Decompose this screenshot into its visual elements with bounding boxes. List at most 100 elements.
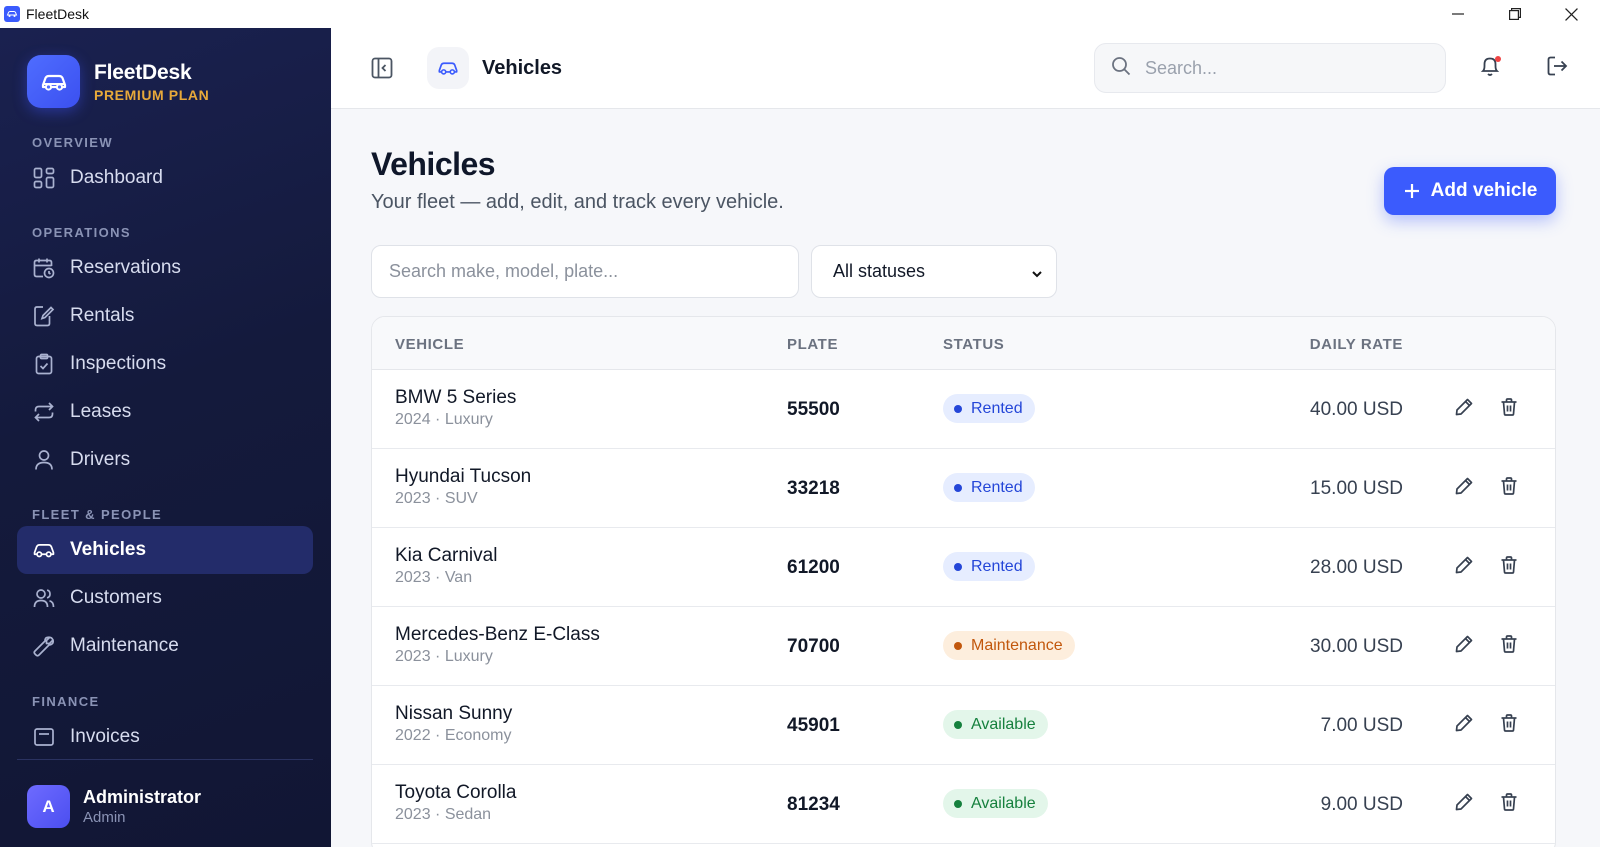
vehicle-plate: 61200	[787, 557, 840, 578]
restore-button[interactable]	[1486, 0, 1543, 28]
column-header-vehicle[interactable]: VEHICLE	[395, 336, 465, 353]
table-row[interactable]: Hyundai Tucson 2023 · SUV 33218 Rented 15.00…	[372, 449, 1555, 528]
table-row[interactable]: Toyota Corolla 2023 · Sedan 81234 Available…	[372, 765, 1555, 844]
vehicle-name: Hyundai Tucson	[395, 466, 532, 487]
status-dot	[954, 562, 962, 571]
search-placeholder: Search...	[1145, 57, 1218, 78]
vehicle-plate: 33218	[787, 478, 840, 499]
logout-icon	[1545, 54, 1569, 83]
logout-button[interactable]	[1542, 53, 1572, 83]
global-search-input[interactable]: Search...	[1094, 43, 1446, 93]
plus-icon	[1403, 182, 1421, 200]
trash-icon	[1499, 555, 1519, 580]
table-header: VEHICLE PLATE STATUS DAILY RATE	[372, 317, 1555, 370]
pencil-icon	[1454, 634, 1474, 659]
sidebar-scroll-clip: Invoices	[0, 728, 331, 768]
sidebar-item-maintenance[interactable]: Maintenance	[17, 622, 313, 670]
sidebar-item-reservations[interactable]: Reservations	[17, 244, 313, 292]
delete-button[interactable]	[1496, 554, 1522, 580]
sidebar-item-inspections[interactable]: Inspections	[17, 340, 313, 388]
notifications-button[interactable]	[1475, 53, 1505, 83]
trash-icon	[1499, 397, 1519, 422]
table-row[interactable]: Mercedes-Benz E-Class 2023 · Luxury 70700 M…	[372, 607, 1555, 686]
delete-button[interactable]	[1496, 633, 1522, 659]
trash-icon	[1499, 634, 1519, 659]
page-subtitle: Your fleet — add, edit, and track every …	[371, 191, 784, 213]
edit-button[interactable]	[1451, 791, 1477, 817]
sidebar-item-vehicles[interactable]: Vehicles	[17, 526, 313, 574]
car-icon	[427, 47, 469, 89]
vehicles-table: VEHICLE PLATE STATUS DAILY RATE BMW 5 Se…	[371, 316, 1556, 847]
wrench-icon	[32, 634, 56, 658]
column-header-status[interactable]: STATUS	[943, 336, 1005, 353]
table-row[interactable]: Kia Carnival 2023 · Van 61200 Rented 28.00 U…	[372, 528, 1555, 607]
trash-icon	[1499, 713, 1519, 738]
vehicle-filter-input[interactable]: Search make, model, plate...	[371, 245, 799, 298]
status-label: Available	[971, 794, 1036, 812]
page-title: Vehicles	[371, 146, 496, 182]
pencil-icon	[1454, 713, 1474, 738]
edit-button[interactable]	[1451, 554, 1477, 580]
table-row[interactable]: Nissan Sunny 2022 · Economy 45901 Available…	[372, 686, 1555, 765]
sidebar-item-label: Rentals	[70, 305, 135, 326]
table-row[interactable]: BMW 5 Series 2024 · Luxury 55500 Rented 40.0…	[372, 370, 1555, 449]
delete-button[interactable]	[1496, 475, 1522, 501]
daily-rate: 28.00 USD	[1310, 557, 1403, 578]
status-filter-select[interactable]: All statuses	[811, 245, 1057, 298]
sidebar-item-leases[interactable]: Leases	[17, 388, 313, 436]
column-header-plate[interactable]: PLATE	[787, 336, 839, 353]
delete-button[interactable]	[1496, 712, 1522, 738]
status-label: Maintenance	[971, 636, 1063, 654]
status-label: Available	[971, 715, 1036, 733]
daily-rate: 15.00 USD	[1310, 478, 1403, 499]
user-card[interactable]: A Administrator Admin	[27, 785, 201, 828]
minimize-button[interactable]	[1429, 0, 1486, 28]
sidebar-item-label: Dashboard	[70, 167, 163, 188]
sidebar-item-rentals[interactable]: Rentals	[17, 292, 313, 340]
status-label: Rented	[971, 557, 1023, 575]
sidebar-item-label: Maintenance	[70, 635, 179, 656]
add-vehicle-button[interactable]: Add vehicle	[1384, 167, 1556, 215]
pencil-icon	[1454, 397, 1474, 422]
vehicle-meta: 2023 · Sedan	[395, 806, 492, 823]
section-fleet-people: FLEET & PEOPLE	[32, 507, 163, 522]
edit-button[interactable]	[1451, 475, 1477, 501]
trash-icon	[1499, 792, 1519, 817]
user-role: Admin	[83, 809, 126, 826]
sidebar-item-drivers[interactable]: Drivers	[17, 436, 313, 484]
search-icon	[1111, 56, 1131, 81]
chevron-down-icon	[1030, 265, 1044, 286]
vehicle-name: Nissan Sunny	[395, 703, 513, 724]
edit-button[interactable]	[1451, 396, 1477, 422]
sidebar-item-invoices[interactable]: Invoices	[17, 728, 313, 761]
page-breadcrumb-title: Vehicles	[482, 57, 563, 79]
sidebar-item-customers[interactable]: Customers	[17, 574, 313, 622]
bell-icon	[1478, 54, 1502, 83]
vehicle-meta: 2023 · SUV	[395, 490, 478, 507]
brand[interactable]: FleetDesk PREMIUM PLAN	[27, 55, 209, 108]
users-icon	[32, 586, 56, 610]
document-edit-icon	[32, 304, 56, 328]
status-badge: Maintenance	[943, 631, 1075, 660]
sidebar-item-dashboard[interactable]: Dashboard	[17, 154, 313, 202]
status-label: Rented	[971, 399, 1023, 417]
delete-button[interactable]	[1496, 396, 1522, 422]
notification-dot	[1495, 56, 1501, 62]
daily-rate: 7.00 USD	[1320, 715, 1403, 736]
column-header-daily-rate[interactable]: DAILY RATE	[1309, 336, 1403, 353]
section-operations: OPERATIONS	[32, 225, 131, 240]
status-badge: Available	[943, 789, 1048, 818]
user-icon	[32, 448, 56, 472]
calendar-clock-icon	[32, 256, 56, 280]
close-window-button[interactable]	[1543, 0, 1600, 28]
collapse-sidebar-button[interactable]	[369, 55, 395, 81]
vehicle-name: Kia Carnival	[395, 545, 498, 566]
vehicle-meta: 2023 · Van	[395, 569, 473, 586]
vehicle-meta: 2024 · Luxury	[395, 411, 493, 428]
user-name: Administrator	[83, 787, 202, 807]
daily-rate: 40.00 USD	[1310, 399, 1403, 420]
delete-button[interactable]	[1496, 791, 1522, 817]
edit-button[interactable]	[1451, 633, 1477, 659]
vehicle-plate: 55500	[787, 399, 840, 420]
edit-button[interactable]	[1451, 712, 1477, 738]
